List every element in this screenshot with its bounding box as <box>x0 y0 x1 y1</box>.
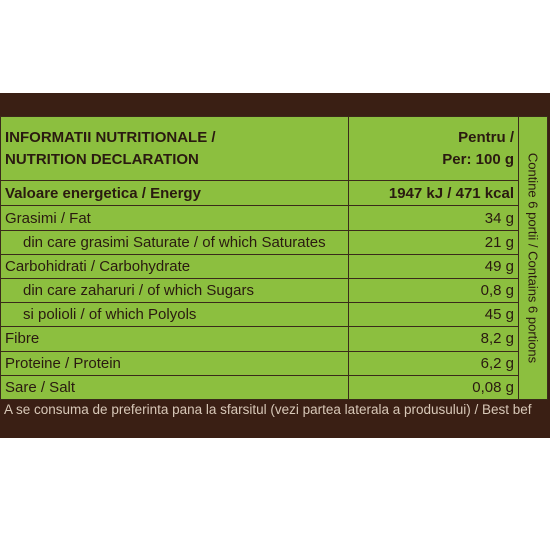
fat-value: 34 g <box>348 205 519 231</box>
best-before-note: A se consuma de preferinta pana la sfars… <box>4 402 532 417</box>
polyols-label: si polioli / of which Polyols <box>0 302 349 328</box>
header-per: Pentru / Per: 100 g <box>348 115 519 182</box>
nutrition-table: INFORMATII NUTRITIONALE / NUTRITION DECL… <box>0 115 519 401</box>
salt-label: Sare / Salt <box>0 374 349 401</box>
header-title-line2: NUTRITION DECLARATION <box>5 150 199 168</box>
fat-label: Grasimi / Fat <box>0 205 349 231</box>
table-header-row: INFORMATII NUTRITIONALE / NUTRITION DECL… <box>0 115 519 182</box>
energy-row: Valoare energetica / Energy 1947 kJ / 47… <box>0 180 519 207</box>
table-row: din care zaharuri / of which Sugars 0,8 … <box>0 277 519 304</box>
protein-label: Proteine / Protein <box>0 350 349 376</box>
table-row: Sare / Salt 0,08 g <box>0 374 519 401</box>
sugars-label: din care zaharuri / of which Sugars <box>0 277 349 304</box>
portions-text: Contine 6 portii / Contains 6 portions <box>525 152 540 364</box>
fibre-value: 8,2 g <box>348 326 519 352</box>
table-row: Proteine / Protein 6,2 g <box>0 350 519 376</box>
header-title-line1: INFORMATII NUTRITIONALE / <box>5 128 216 146</box>
saturates-label: din care grasimi Saturate / of which Sat… <box>0 229 349 255</box>
table-row: Fibre 8,2 g <box>0 326 519 352</box>
salt-value: 0,08 g <box>348 374 519 401</box>
polyols-value: 45 g <box>348 302 519 328</box>
carbohydrate-value: 49 g <box>348 253 519 279</box>
sugars-value: 0,8 g <box>348 277 519 304</box>
saturates-value: 21 g <box>348 229 519 255</box>
table-row: si polioli / of which Polyols 45 g <box>0 302 519 328</box>
energy-value: 1947 kJ / 471 kcal <box>348 180 519 207</box>
header-per-line1: Pentru / <box>458 128 514 146</box>
header-per-line2: Per: 100 g <box>442 150 514 168</box>
header-title: INFORMATII NUTRITIONALE / NUTRITION DECL… <box>0 115 349 182</box>
carbohydrate-label: Carbohidrati / Carbohydrate <box>0 253 349 279</box>
portions-side-note: Contine 6 portii / Contains 6 portions <box>518 116 548 400</box>
protein-value: 6,2 g <box>348 350 519 376</box>
table-row: Carbohidrati / Carbohydrate 49 g <box>0 253 519 279</box>
fibre-label: Fibre <box>0 326 349 352</box>
table-row: din care grasimi Saturate / of which Sat… <box>0 229 519 255</box>
table-row: Grasimi / Fat 34 g <box>0 205 519 231</box>
energy-label: Valoare energetica / Energy <box>0 180 349 207</box>
